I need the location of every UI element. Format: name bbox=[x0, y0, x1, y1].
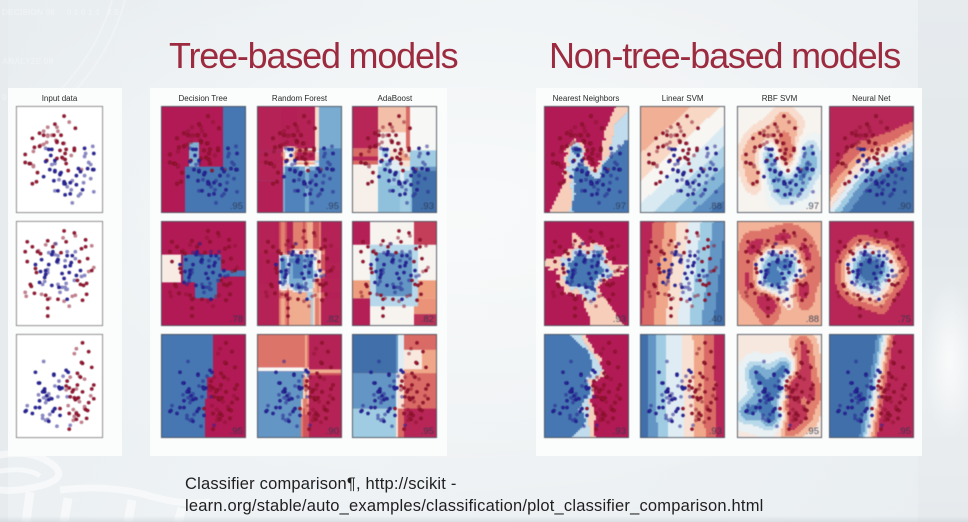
svg-text:.95: .95 bbox=[326, 201, 339, 212]
svg-text:.93: .93 bbox=[612, 314, 625, 325]
svg-text:.95: .95 bbox=[229, 201, 242, 212]
svg-text:.78: .78 bbox=[229, 314, 242, 325]
svg-text:DECISION 08 0 1 0 1 1 2: DECISION 08 0 1 0 1 1 2 5 bbox=[2, 7, 119, 17]
svg-text:.95: .95 bbox=[806, 425, 819, 436]
svg-text:.97: .97 bbox=[612, 201, 625, 212]
svg-text:.90: .90 bbox=[326, 425, 339, 436]
svg-text:.93: .93 bbox=[421, 201, 434, 212]
svg-text:.75: .75 bbox=[898, 314, 911, 325]
svg-text:.97: .97 bbox=[806, 201, 819, 212]
svg-text:ANALYZE 08: ANALYZE 08 bbox=[2, 56, 53, 66]
svg-text:.93: .93 bbox=[709, 425, 722, 436]
svg-text:.82: .82 bbox=[326, 314, 339, 325]
svg-text:.88: .88 bbox=[709, 201, 722, 212]
svg-text:.95: .95 bbox=[229, 425, 242, 436]
svg-text:.88: .88 bbox=[806, 314, 819, 325]
svg-text:.93: .93 bbox=[612, 425, 625, 436]
svg-text:.82: .82 bbox=[421, 314, 434, 325]
svg-text:.95: .95 bbox=[898, 425, 911, 436]
svg-text:.95: .95 bbox=[421, 425, 434, 436]
svg-text:.90: .90 bbox=[898, 201, 911, 212]
svg-text:.40: .40 bbox=[709, 314, 722, 325]
